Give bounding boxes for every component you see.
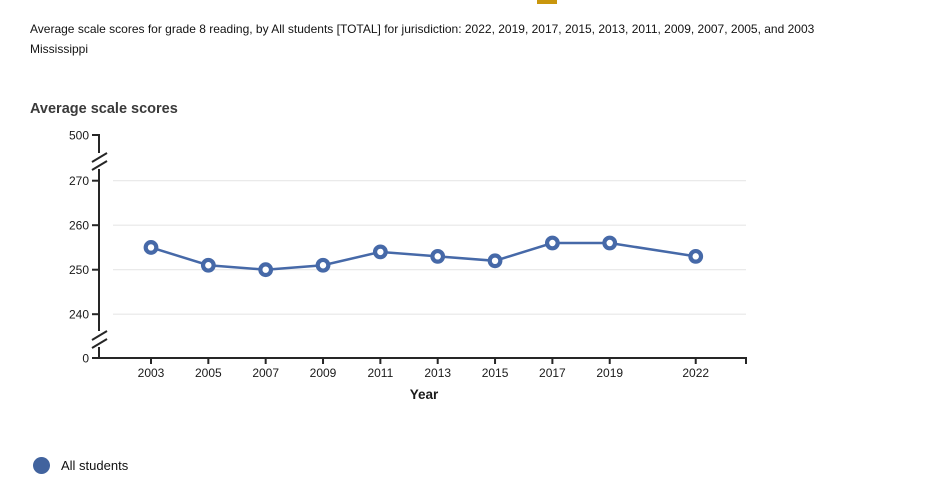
y-tick-label: 0 [82, 352, 89, 366]
y-tick-label: 250 [69, 263, 89, 277]
data-point-marker [372, 244, 388, 260]
y-tick-label: 240 [69, 308, 89, 322]
x-tick-label: 2019 [596, 366, 623, 380]
data-point-marker [602, 235, 618, 251]
chart-title: Average scale scores for grade 8 reading… [30, 22, 815, 36]
x-tick-label: 2022 [682, 366, 709, 380]
legend-label-all-students: All students [61, 458, 129, 473]
x-tick-label: 2015 [482, 366, 509, 380]
axis-break-icon [91, 330, 108, 341]
x-tick-label: 2011 [367, 366, 393, 380]
x-tick-label: 2003 [138, 366, 165, 380]
jurisdiction-label: Mississippi [30, 41, 89, 56]
data-point-marker [143, 240, 159, 255]
x-tick-label: 2017 [539, 366, 566, 380]
y-tick-label: 500 [69, 129, 89, 143]
axis-break-icon [91, 160, 108, 171]
x-tick-label: 2009 [310, 366, 337, 380]
data-point-marker [487, 253, 503, 269]
y-axis-heading: Average scale scores [30, 101, 178, 117]
y-tick-label: 260 [69, 219, 89, 233]
data-point-marker [430, 248, 446, 264]
x-axis-title: Year [410, 387, 439, 402]
x-tick-label: 2013 [424, 366, 451, 380]
axis-break-icon [91, 338, 108, 349]
data-point-marker [258, 262, 274, 278]
data-line [150, 241, 696, 271]
data-point-marker [315, 257, 331, 273]
data-point-marker [688, 248, 704, 264]
legend-marker-all-students [33, 457, 50, 474]
axis-break-icon [91, 152, 108, 163]
x-tick-label: 2005 [195, 366, 222, 380]
data-point-marker [200, 257, 216, 273]
data-point-marker [544, 235, 560, 251]
top-cropped-tab-indicator [537, 0, 557, 4]
chart-title-block: Average scale scores for grade 8 reading… [30, 20, 865, 59]
x-tick-label: 2007 [252, 366, 279, 380]
y-tick-label: 270 [69, 174, 89, 188]
legend: All students [33, 457, 128, 474]
